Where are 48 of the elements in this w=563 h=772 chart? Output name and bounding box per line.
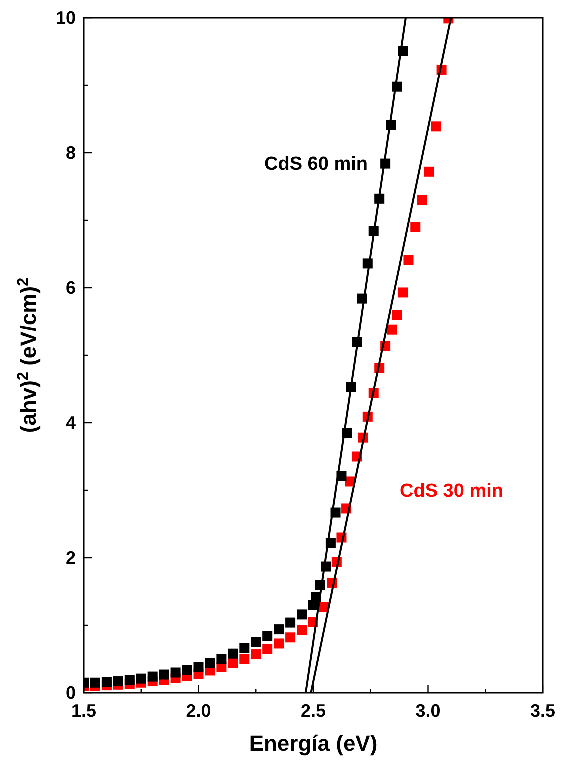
point (297, 610, 308, 620)
point (274, 638, 284, 649)
point (286, 618, 296, 628)
point (228, 658, 238, 668)
y-tick-label: 8 (66, 143, 76, 163)
y-tick-label: 10 (56, 8, 76, 28)
point (297, 625, 308, 636)
point (205, 658, 216, 668)
x-tick-label: 2.5 (300, 701, 326, 721)
point (410, 222, 421, 232)
point (424, 166, 434, 177)
point (431, 122, 442, 132)
point (392, 310, 402, 320)
point (102, 677, 112, 688)
x-tick-label: 3.5 (530, 701, 556, 721)
point (251, 637, 262, 648)
text: 2.0 (186, 701, 212, 721)
point (124, 675, 135, 686)
point (262, 644, 273, 654)
point (418, 195, 428, 206)
y-tick-label: 4 (66, 413, 76, 433)
point (216, 654, 227, 664)
point (240, 654, 250, 664)
point (251, 650, 262, 660)
text: CdS 30 min (400, 481, 504, 502)
point (194, 662, 204, 672)
y-tick-label: 2 (66, 548, 76, 568)
text: 3.0 (416, 701, 441, 721)
point (398, 288, 408, 298)
x-axis-title: Energía (eV) (249, 731, 378, 756)
x-tick-label: 1.5 (71, 701, 97, 721)
point (182, 665, 192, 676)
point (262, 631, 273, 642)
point (113, 676, 124, 687)
point (240, 643, 250, 654)
point (148, 672, 158, 682)
y-tick-label: 0 (66, 683, 76, 703)
point (404, 255, 414, 266)
point (159, 670, 170, 680)
point (90, 678, 100, 688)
point (274, 624, 284, 635)
point (170, 668, 181, 678)
point (387, 324, 398, 335)
point (286, 632, 296, 643)
point (228, 648, 238, 659)
series-label: CdS 60 min (264, 154, 368, 175)
point (136, 674, 146, 684)
y-tick-label: 6 (66, 278, 76, 298)
